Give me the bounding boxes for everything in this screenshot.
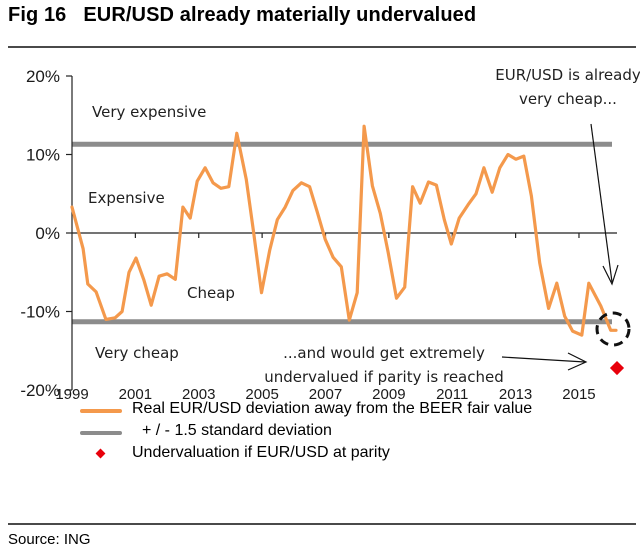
zone-label: Very expensive bbox=[92, 103, 206, 121]
parity-point-marker bbox=[609, 360, 625, 376]
annotation-arrowhead bbox=[602, 264, 619, 286]
x-tick-label: 2001 bbox=[119, 386, 152, 400]
y-tick-label: 0% bbox=[35, 224, 60, 243]
x-tick-label: 2011 bbox=[436, 386, 468, 400]
title-divider bbox=[8, 46, 636, 48]
x-tick-label: 2003 bbox=[182, 386, 215, 400]
y-tick-label: -10% bbox=[20, 303, 60, 322]
legend-label: + / - 1.5 standard deviation bbox=[142, 422, 332, 439]
x-tick-label: 2007 bbox=[309, 386, 342, 400]
zone-label: Cheap bbox=[187, 284, 235, 302]
y-tick-label: 10% bbox=[26, 146, 60, 165]
annotation-arrow-line bbox=[590, 123, 613, 283]
annotation-text: ...and would get extremely bbox=[283, 344, 485, 362]
source-note: Source: ING bbox=[8, 531, 91, 548]
legend-swatch-orange-line bbox=[80, 409, 122, 413]
source-divider bbox=[8, 523, 636, 525]
x-tick-label: 2013 bbox=[499, 386, 532, 400]
highlight-dashed-circle bbox=[595, 311, 631, 347]
x-tick-label: 1999 bbox=[55, 386, 88, 400]
annotation-text: EUR/USD is already bbox=[495, 66, 640, 84]
annotation-text: very cheap... bbox=[519, 90, 617, 108]
legend-swatch-red-diamond bbox=[95, 448, 106, 459]
zone-label: Very cheap bbox=[95, 344, 179, 362]
zone-label: Expensive bbox=[88, 189, 165, 207]
annotation-text: undervalued if parity is reached bbox=[264, 368, 504, 386]
x-tick-label: 2005 bbox=[245, 386, 278, 400]
legend-label: Real EUR/USD deviation away from the BEE… bbox=[132, 400, 533, 417]
y-tick-label: -20% bbox=[20, 381, 60, 400]
annotation-arrow-line bbox=[501, 356, 586, 363]
legend-label: Undervaluation if EUR/USD at parity bbox=[132, 444, 390, 461]
deviation-series-line bbox=[70, 124, 618, 337]
figure-title: Fig 16 EUR/USD already materially underv… bbox=[8, 4, 477, 26]
x-tick-label: 2015 bbox=[562, 386, 595, 400]
legend-swatch-gray-line bbox=[80, 431, 122, 435]
annotation-arrowhead bbox=[567, 352, 588, 371]
x-tick-label: 2009 bbox=[372, 386, 405, 400]
chart-plot: 20% 10% 0% -10% -20%1999 2001 2003 2005 2007 2009… bbox=[20, 66, 640, 400]
y-tick-label: 20% bbox=[26, 67, 60, 86]
